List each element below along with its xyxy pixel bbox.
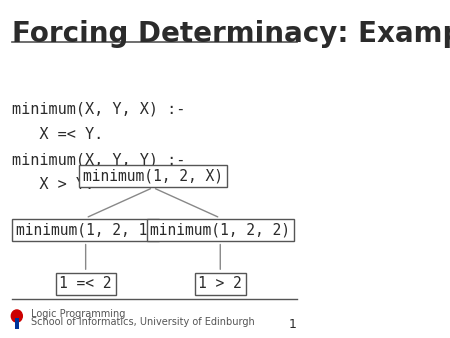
Text: Logic Programming: Logic Programming xyxy=(31,309,125,319)
Text: 1: 1 xyxy=(289,318,297,331)
Text: minimum(1, 2, 2): minimum(1, 2, 2) xyxy=(150,222,290,237)
Text: School of Informatics, University of Edinburgh: School of Informatics, University of Edi… xyxy=(31,317,254,327)
Text: X =< Y.: X =< Y. xyxy=(12,127,104,142)
FancyBboxPatch shape xyxy=(15,318,19,329)
Circle shape xyxy=(11,310,22,322)
Text: minimum(X, Y, X) :-: minimum(X, Y, X) :- xyxy=(12,101,185,116)
Text: X > Y.: X > Y. xyxy=(12,177,94,192)
Text: 1 =< 2: 1 =< 2 xyxy=(59,276,112,291)
Text: 1 > 2: 1 > 2 xyxy=(198,276,242,291)
Text: minimum(1, 2, 1): minimum(1, 2, 1) xyxy=(16,222,156,237)
Text: minimum(1, 2, X): minimum(1, 2, X) xyxy=(83,168,223,183)
Text: minimum(X, Y, Y) :-: minimum(X, Y, Y) :- xyxy=(12,152,185,167)
Text: Forcing Determinacy: Example: Forcing Determinacy: Example xyxy=(12,20,450,48)
